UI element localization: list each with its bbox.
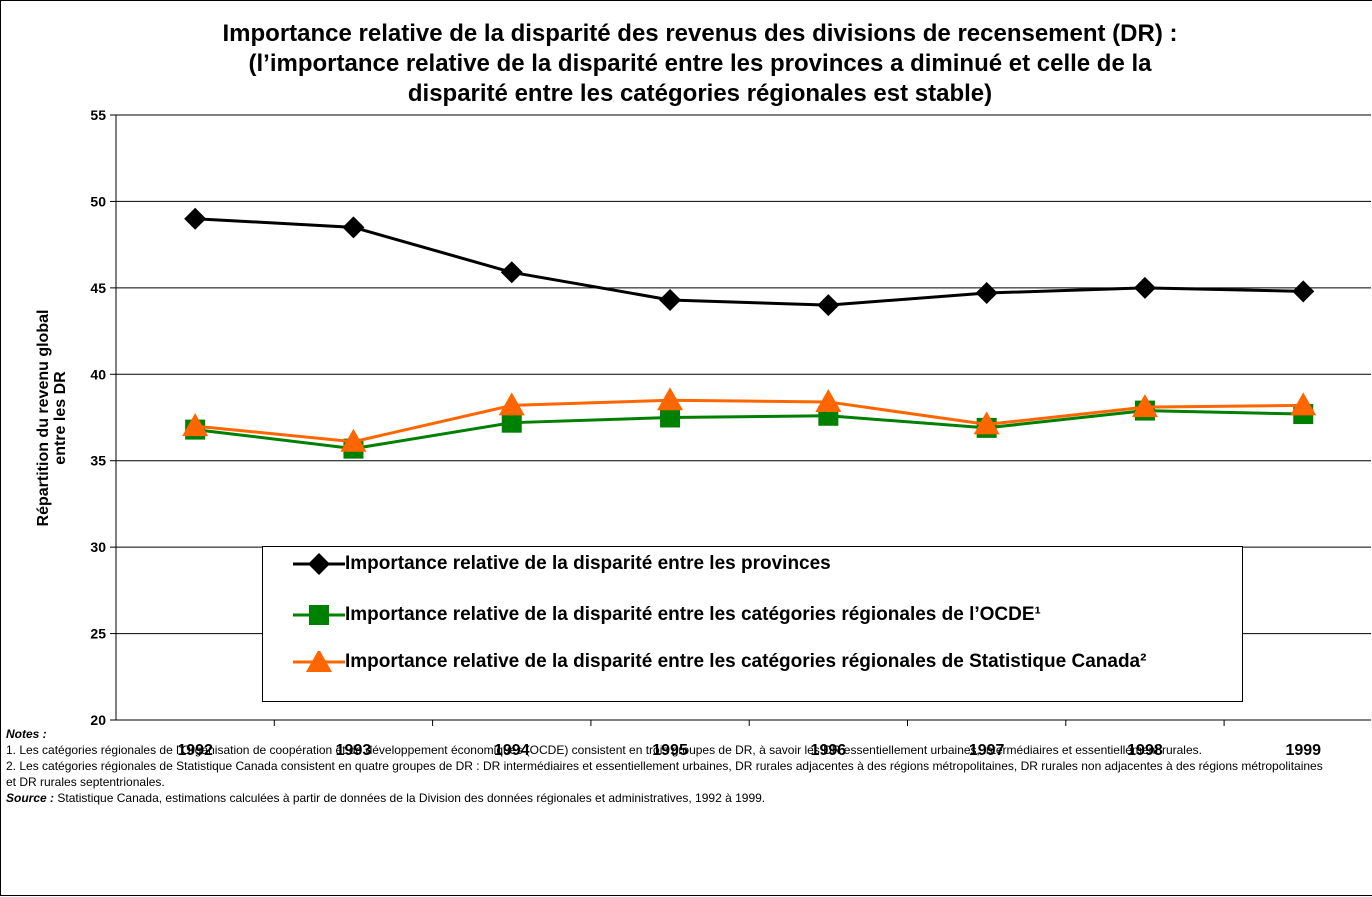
x-tick-label: 1993 xyxy=(336,742,372,759)
y-tick-label: 45 xyxy=(90,280,106,296)
x-tick-label: 1998 xyxy=(1127,742,1163,759)
marker xyxy=(340,428,367,452)
x-tick-label: 1995 xyxy=(652,742,688,759)
marker xyxy=(500,261,523,284)
marker xyxy=(498,392,525,416)
marker xyxy=(184,207,207,230)
y-tick-label: 50 xyxy=(90,193,106,209)
legend-swatch xyxy=(293,651,345,672)
marker xyxy=(309,605,329,625)
marker xyxy=(815,388,842,412)
marker xyxy=(817,294,840,317)
legend-label: Importance relative de la disparité entr… xyxy=(345,553,831,574)
legend-entry: Importance relative de la disparité entr… xyxy=(293,553,1205,577)
source: Source : Statistique Canada, estimations… xyxy=(6,790,1326,806)
notes-heading: Notes : xyxy=(6,727,47,741)
chart-title: Importance relative de la disparité des … xyxy=(222,20,1177,47)
note: 1. Les catégories régionales de l’Organi… xyxy=(6,743,1202,757)
x-tick-label: 1999 xyxy=(1285,742,1321,759)
legend-entry: Importance relative de la disparité entr… xyxy=(293,651,1205,675)
marker xyxy=(1133,276,1156,299)
legend-swatch xyxy=(293,553,345,575)
y-tick-label: 20 xyxy=(90,712,106,728)
legend-label: Importance relative de la disparité entr… xyxy=(345,604,1041,625)
legend-swatch xyxy=(293,605,345,625)
y-axis-label: Répartition du revenu global xyxy=(35,310,52,527)
marker xyxy=(1290,392,1317,416)
y-tick-label: 30 xyxy=(90,539,106,555)
marker xyxy=(1292,280,1315,303)
y-axis-label: entre les DR xyxy=(52,371,69,465)
y-tick-label: 55 xyxy=(90,107,106,123)
marker xyxy=(308,553,330,575)
marker xyxy=(657,387,684,411)
marker xyxy=(659,288,682,311)
legend-label: Importance relative de la disparité entr… xyxy=(345,651,1147,672)
marker xyxy=(342,216,365,239)
source-label: Source : xyxy=(6,791,55,805)
x-tick-label: 1992 xyxy=(177,742,213,759)
series-line xyxy=(194,409,1304,451)
source-text: Statistique Canada, estimations calculée… xyxy=(57,791,766,805)
marker xyxy=(660,407,681,428)
marker xyxy=(306,651,332,672)
y-tick-label: 35 xyxy=(90,453,106,469)
marker xyxy=(973,411,1000,435)
chart-title: disparité entre les catégories régionale… xyxy=(408,80,992,107)
series-line xyxy=(195,217,1304,307)
x-tick-label: 1994 xyxy=(494,742,530,759)
y-tick-label: 25 xyxy=(90,626,106,642)
legend: Importance relative de la disparité entr… xyxy=(262,546,1243,702)
marker xyxy=(1131,394,1158,418)
x-tick-label: 1996 xyxy=(811,742,847,759)
note: 2. Les catégories régionales de Statisti… xyxy=(6,759,1323,789)
chart-title: (l’importance relative de la disparité e… xyxy=(248,50,1152,77)
series-line xyxy=(195,398,1304,444)
marker xyxy=(182,413,209,437)
x-tick-label: 1997 xyxy=(969,742,1005,759)
legend-entry: Importance relative de la disparité entr… xyxy=(293,604,1205,628)
marker xyxy=(975,282,998,305)
notes: Notes : 1. Les catégories régionales de … xyxy=(6,726,1326,806)
y-tick-label: 40 xyxy=(90,366,106,382)
marker xyxy=(501,412,522,433)
